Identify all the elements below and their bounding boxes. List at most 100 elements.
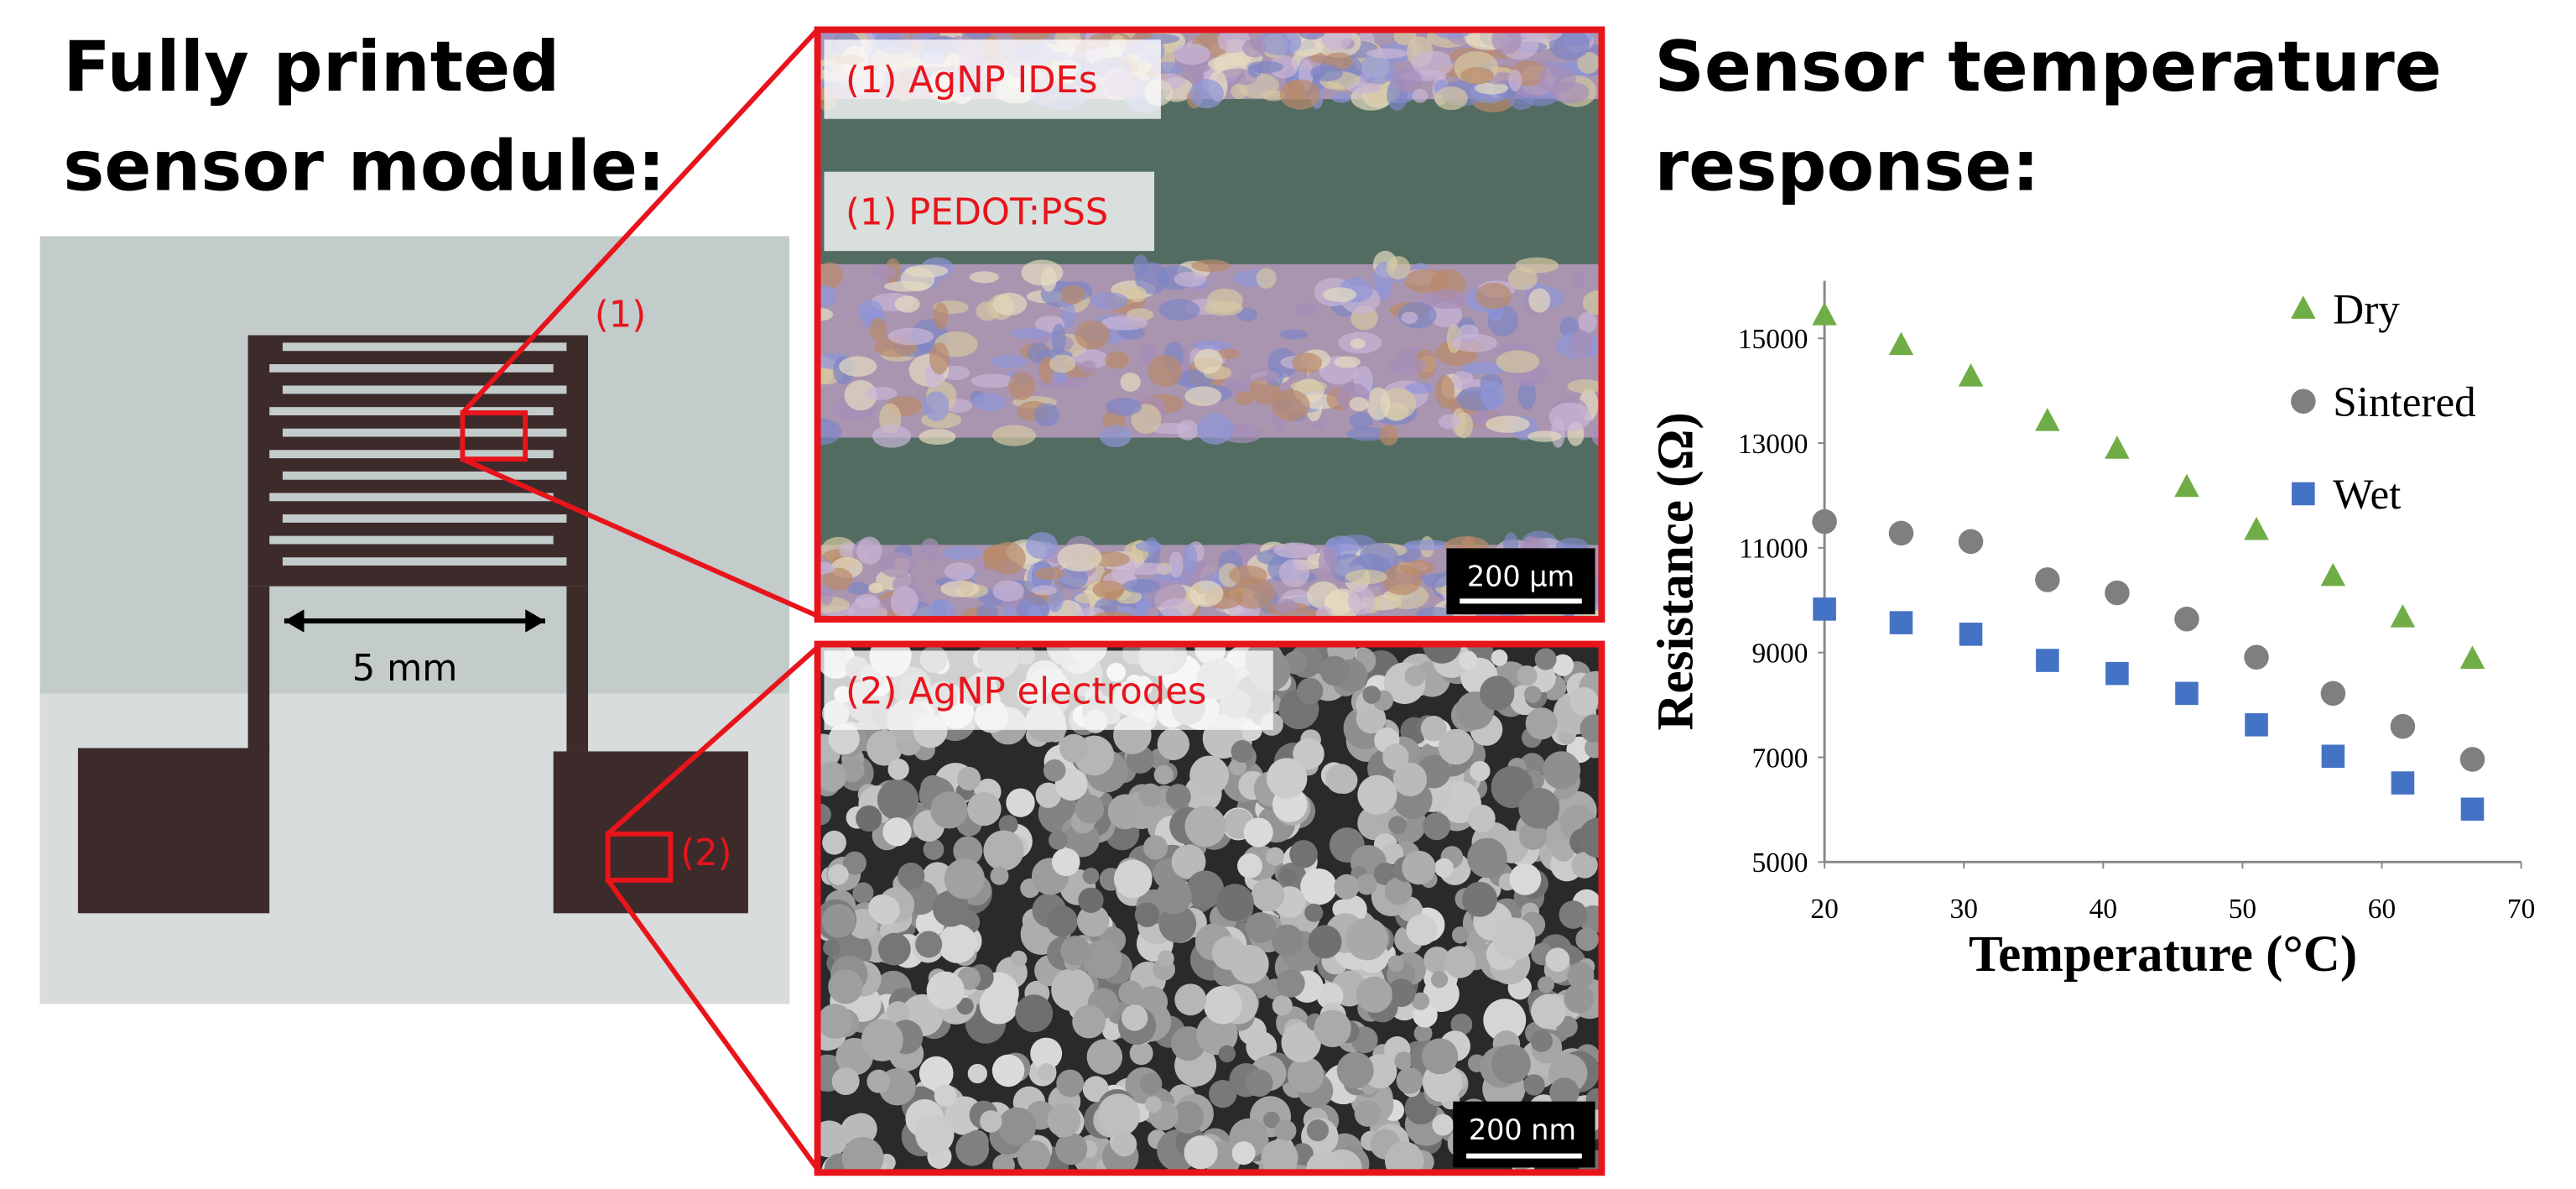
grain: [843, 851, 866, 875]
x-axis-label: Temperature (°C): [1969, 926, 2357, 983]
grain: [1231, 1141, 1256, 1166]
grain: [915, 931, 943, 958]
grain: [1316, 982, 1344, 1009]
grain: [1518, 821, 1548, 850]
grain: [1492, 917, 1536, 961]
grain: [1006, 788, 1035, 817]
texture: [1092, 580, 1125, 599]
grain: [1043, 759, 1066, 782]
grain: [1171, 1101, 1204, 1134]
grain: [823, 939, 840, 957]
texture: [940, 580, 980, 597]
texture: [1434, 86, 1468, 111]
grain: [1458, 650, 1478, 670]
grain: [1336, 1051, 1374, 1089]
texture: [1426, 289, 1469, 310]
texture: [878, 551, 916, 578]
texture: [1168, 551, 1184, 578]
texture: [1135, 540, 1163, 552]
grain: [1287, 1056, 1324, 1093]
texture: [990, 541, 1026, 575]
grain: [1509, 863, 1542, 895]
texture: [1216, 68, 1258, 86]
grain: [1314, 1009, 1351, 1048]
texture: [1075, 320, 1111, 350]
grain: [822, 830, 846, 855]
marker: [2244, 516, 2269, 540]
grain: [1017, 1140, 1051, 1173]
texture: [1292, 352, 1323, 373]
texture: [1090, 292, 1128, 310]
grain: [1537, 976, 1555, 993]
grain: [1422, 644, 1462, 664]
grain: [1381, 842, 1403, 865]
legend-label: Wet: [2333, 471, 2401, 519]
texture: [924, 391, 950, 422]
grain: [1231, 740, 1254, 763]
grain: [1402, 850, 1436, 885]
grain: [1056, 1069, 1085, 1098]
grain: [1467, 805, 1496, 832]
texture: [1320, 29, 1353, 51]
grain: [926, 971, 965, 1009]
zoom-label: (1): [595, 295, 646, 336]
texture: [894, 295, 920, 313]
y-tick-label: 13000: [1738, 429, 1808, 460]
x-tick-label: 40: [2089, 894, 2117, 925]
marker: [2320, 681, 2346, 707]
grain: [1276, 968, 1305, 998]
grain: [1306, 1119, 1330, 1142]
grain: [817, 1120, 848, 1158]
texture: [1242, 369, 1280, 383]
texture: [839, 356, 877, 377]
grain: [1097, 1093, 1141, 1137]
texture: [1056, 566, 1089, 590]
grain: [1420, 715, 1447, 742]
marker: [2244, 644, 2269, 670]
grain: [1394, 1051, 1413, 1071]
grain: [887, 759, 909, 780]
grain: [990, 866, 1009, 885]
grain: [1304, 903, 1324, 922]
texture: [868, 582, 883, 594]
marker: [2035, 567, 2060, 592]
texture: [1147, 354, 1183, 388]
texture: [1527, 430, 1562, 442]
texture: [1569, 329, 1593, 360]
texture: [1481, 381, 1506, 410]
grain: [956, 997, 974, 1015]
grain: [1444, 946, 1476, 978]
texture: [844, 379, 877, 411]
grain: [1569, 686, 1599, 716]
grain: [1113, 859, 1153, 899]
grain: [1083, 940, 1122, 979]
grain: [1145, 1096, 1162, 1113]
texture: [1258, 29, 1302, 56]
grain: [1015, 994, 1054, 1033]
x-tick-label: 60: [2368, 894, 2396, 925]
grain: [1523, 686, 1542, 703]
right-title: Sensor temperature: [1654, 27, 2441, 107]
texture: [817, 418, 842, 446]
grain: [1237, 853, 1262, 879]
texture: [887, 327, 934, 346]
texture: [1132, 254, 1149, 278]
grain: [1552, 839, 1574, 862]
texture: [1007, 371, 1036, 401]
legend-label: Sintered: [2333, 378, 2475, 426]
grain: [1251, 878, 1285, 912]
grain: [980, 1110, 1002, 1133]
grain: [1480, 675, 1515, 711]
texture: [1204, 300, 1243, 316]
grain: [1245, 912, 1277, 943]
grain: [1534, 648, 1557, 670]
texture: [1311, 420, 1325, 431]
texture: [1386, 256, 1411, 280]
grain: [831, 1067, 860, 1096]
texture: [1334, 356, 1361, 368]
texture: [1060, 284, 1085, 305]
texture: [1138, 342, 1157, 365]
texture: [1182, 544, 1198, 574]
grain: [998, 815, 1018, 835]
grain: [1531, 993, 1566, 1030]
